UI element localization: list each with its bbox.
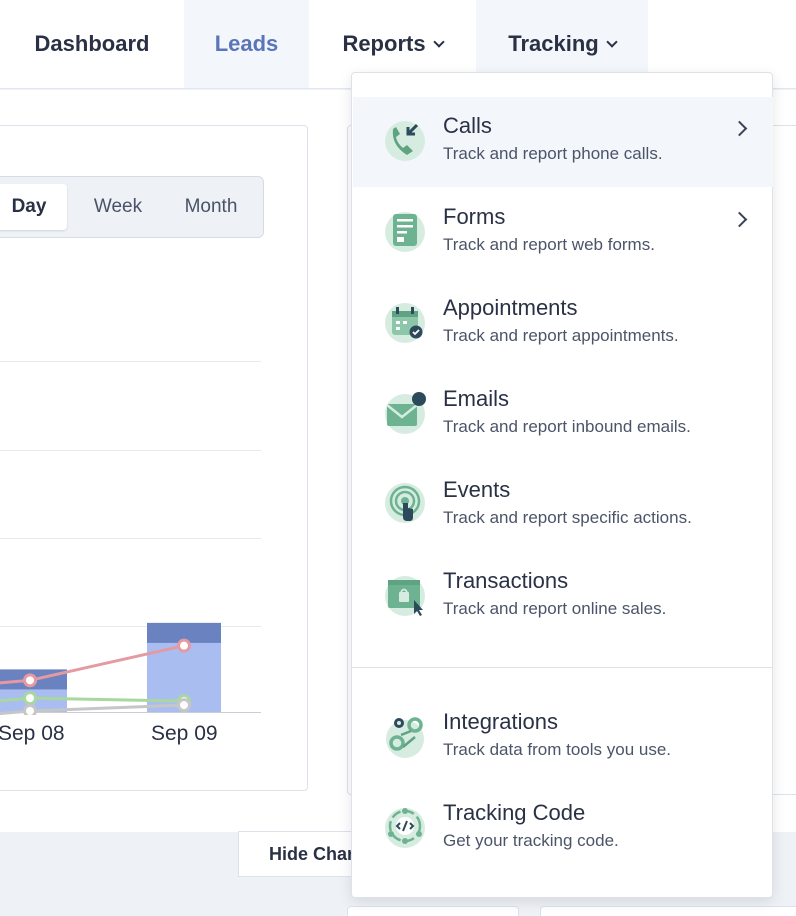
period-day-button[interactable]: Day — [0, 184, 67, 230]
menu-item-description: Track data from tools you use. — [443, 740, 672, 759]
menu-item-tracking-code[interactable]: Tracking Code Get your tracking code. — [353, 784, 773, 874]
menu-item-description: Track and report web forms. — [443, 235, 655, 254]
chevron-down-icon — [432, 35, 445, 48]
hide-chart-label: Hide Chart — [269, 843, 361, 864]
period-selector: Day Week Month — [0, 176, 264, 238]
chart-point — [177, 698, 191, 713]
period-day-label: Day — [11, 196, 47, 217]
grid-line — [0, 538, 261, 539]
x-tick-label: Sep 09 — [151, 722, 218, 745]
menu-item-emails[interactable]: Emails Track and report inbound emails. — [353, 370, 773, 460]
tracking-dropdown-menu: Calls Track and report phone calls. Form… — [351, 72, 773, 898]
card-stub — [540, 906, 796, 916]
menu-item-appointments[interactable]: Appointments Track and report appointmen… — [353, 279, 773, 369]
chart-point — [23, 691, 37, 706]
period-month-button[interactable]: Month — [165, 184, 257, 230]
menu-item-title: Integrations — [443, 709, 558, 734]
nav-dashboard[interactable]: Dashboard — [0, 0, 184, 88]
form-icon — [385, 212, 425, 252]
period-week-label: Week — [93, 196, 143, 217]
chevron-right-icon — [731, 120, 748, 137]
menu-item-description: Track and report inbound emails. — [443, 417, 691, 436]
period-month-label: Month — [184, 196, 238, 217]
chevron-down-icon — [606, 35, 618, 48]
x-tick-label: Sep 08 — [0, 722, 65, 745]
grid-line — [0, 626, 261, 627]
menu-item-title: Emails — [443, 386, 510, 411]
shopping-window-icon — [385, 576, 425, 616]
menu-divider — [352, 667, 772, 668]
target-tap-icon — [385, 483, 425, 523]
grid-line — [0, 450, 261, 451]
chart-point — [23, 673, 37, 688]
menu-item-integrations[interactable]: Integrations Track data from tools you u… — [353, 693, 773, 783]
menu-item-description: Track and report phone calls. — [443, 144, 663, 163]
menu-item-calls[interactable]: Calls Track and report phone calls. — [353, 97, 773, 187]
menu-item-title: Forms — [443, 204, 506, 229]
chart-bar-cap — [147, 622, 221, 643]
code-icon — [385, 808, 425, 848]
menu-item-description: Track and report specific actions. — [443, 508, 692, 527]
nav-leads[interactable]: Leads — [184, 0, 309, 88]
top-navigation: Dashboard Leads Reports Tracking — [0, 0, 796, 89]
gears-icon — [386, 717, 424, 758]
nav-leads-label: Leads — [214, 31, 279, 56]
chevron-right-icon — [731, 211, 748, 228]
menu-item-title: Appointments — [443, 295, 578, 320]
nav-dashboard-label: Dashboard — [34, 31, 150, 56]
period-week-button[interactable]: Week — [73, 184, 163, 230]
menu-item-description: Track and report online sales. — [443, 599, 667, 618]
envelope-icon — [385, 392, 426, 434]
menu-item-title: Calls — [443, 113, 492, 138]
menu-item-description: Get your tracking code. — [443, 831, 619, 850]
nav-reports-label: Reports — [342, 31, 426, 56]
menu-item-title: Tracking Code — [443, 800, 586, 825]
chart-plot — [0, 622, 221, 715]
chart-point — [23, 704, 37, 715]
nav-tracking-label: Tracking — [508, 31, 599, 56]
menu-item-title: Transactions — [443, 568, 569, 593]
calendar-check-icon — [385, 303, 425, 343]
nav-reports[interactable]: Reports — [309, 0, 476, 88]
phone-call-icon — [385, 121, 425, 161]
menu-item-title: Events — [443, 477, 511, 502]
menu-item-forms[interactable]: Forms Track and report web forms. — [353, 188, 773, 278]
grid-line — [0, 361, 261, 362]
x-axis — [0, 712, 261, 713]
menu-item-description: Track and report appointments. — [443, 326, 679, 345]
menu-item-events[interactable]: Events Track and report specific actions… — [353, 461, 773, 551]
menu-item-transactions[interactable]: Transactions Track and report online sal… — [353, 552, 773, 642]
card-stub — [347, 906, 519, 916]
chart-point — [177, 638, 191, 653]
